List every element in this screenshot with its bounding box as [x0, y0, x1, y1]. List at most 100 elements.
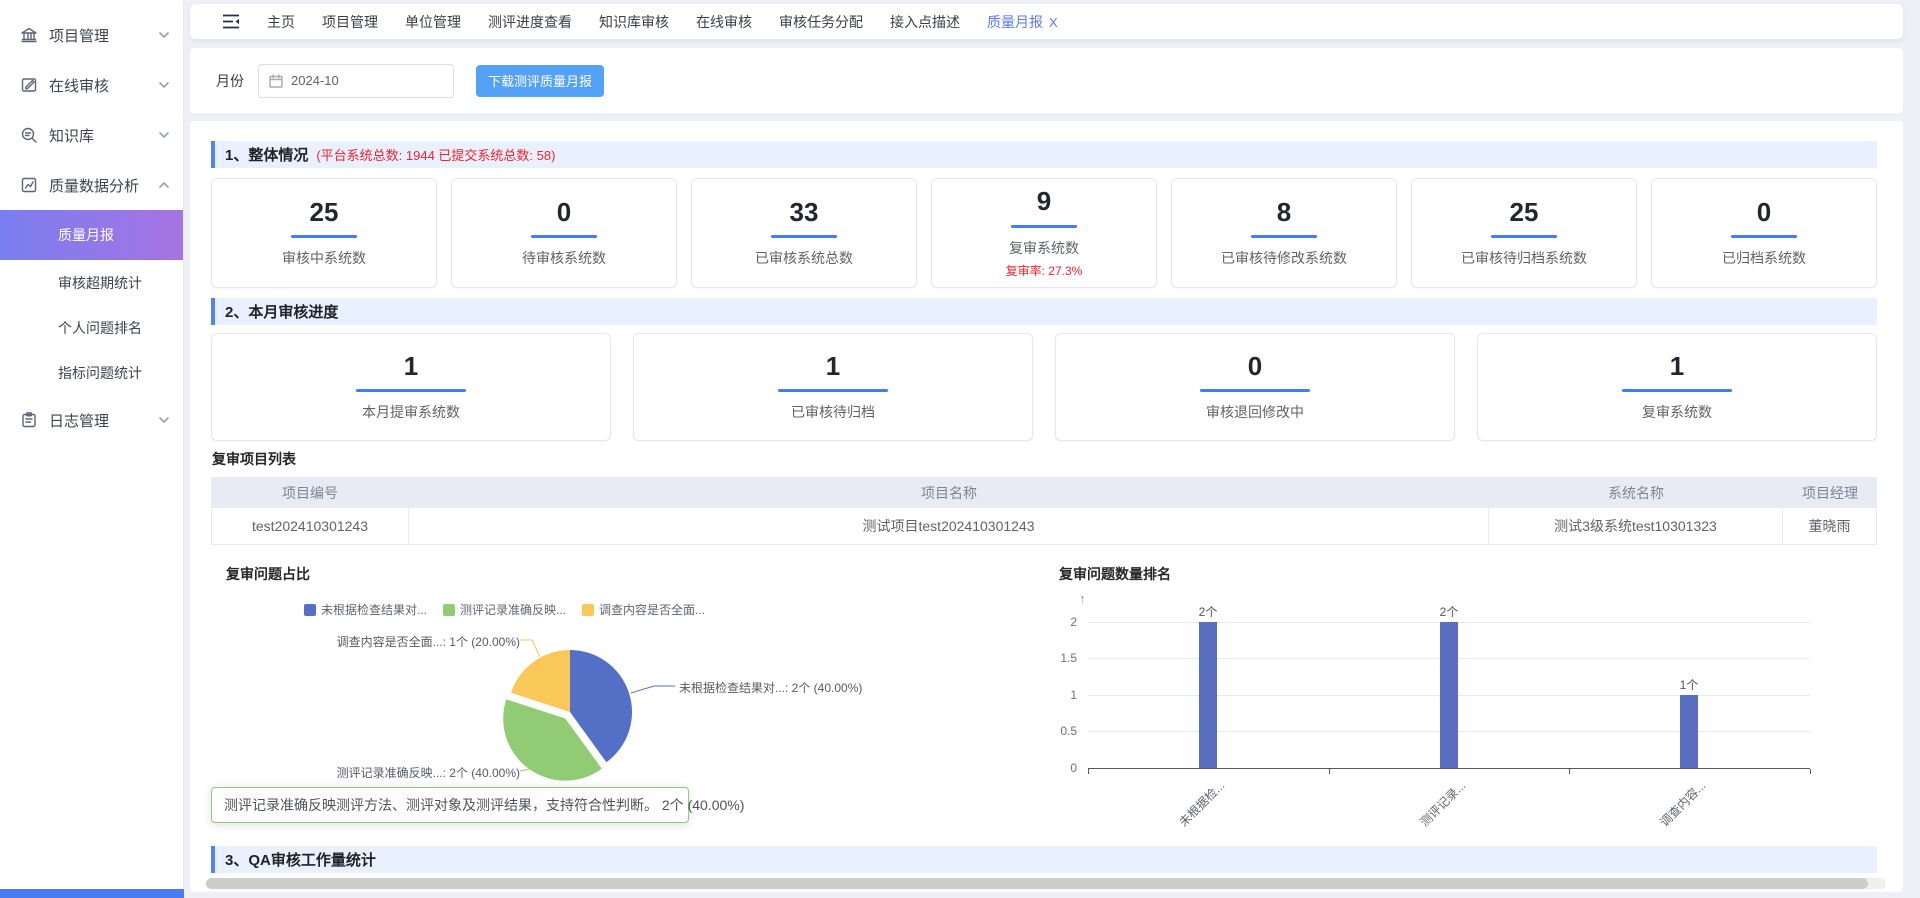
sidebar-subitem-indicator-stats[interactable]: 指标问题统计 [0, 350, 183, 395]
month-value: 2024-10 [291, 73, 339, 88]
pie-tooltip: 测评记录准确反映测评方法、测评对象及测评结果，支持符合性判断。 2个 (40.0… [211, 787, 744, 823]
pie-slice-yellow[interactable] [511, 650, 570, 712]
sidebar-item-log-management[interactable]: 日志管理 [0, 395, 183, 445]
stat-label: 已审核待归档 [791, 404, 875, 421]
bar-record[interactable] [1440, 622, 1458, 768]
pie-leader-line [520, 639, 541, 658]
pie-chart-title: 复审问题占比 [226, 566, 310, 582]
pie-callout-record: 测评记录准确反映...: 2个 (40.00%) [336, 766, 520, 780]
sidebar-item-project-management[interactable]: 项目管理 [0, 10, 183, 60]
stat-underline [778, 389, 888, 393]
section-title: 3、QA审核工作量统计 [225, 852, 376, 869]
table-header-row: 项目编号 项目名称 系统名称 项目经理 [211, 477, 1877, 508]
y-axis-arrow: ↑ [1079, 591, 1086, 606]
sidebar-item-quality-analysis[interactable]: 质量数据分析 [0, 160, 183, 210]
sidebar-subitem-label: 质量月报 [58, 227, 114, 243]
download-report-button[interactable]: 下载测评质量月报 [476, 64, 605, 97]
sidebar-menu: 项目管理 在线审核 知识库 质量数据分析 质量月报 [0, 0, 183, 445]
sidebar-item-knowledge-base[interactable]: 知识库 [0, 110, 183, 160]
tab-quality-report[interactable]: 质量月报 X [987, 13, 1058, 30]
cell-system-name: 测试3级系统test10301323 [1489, 508, 1783, 544]
search-doc-icon [21, 127, 37, 143]
stat-value: 25 [309, 196, 339, 227]
y-tick-label: 1 [1070, 688, 1077, 702]
pie-chart: 未根据检查结果对... 测评记录准确反映... 调查内容是否全面... [214, 581, 1014, 831]
sidebar-item-label: 知识库 [49, 127, 95, 145]
pie-slice-blue[interactable] [570, 650, 633, 763]
stat-card-to-modify: 8 已审核待修改系统数 [1171, 178, 1397, 288]
legend-item[interactable]: 调查内容是否全面... [582, 601, 705, 618]
chevron-down-icon [159, 417, 169, 423]
section-title: 1、整体情况 [225, 147, 309, 164]
stat-underline [1731, 235, 1797, 239]
tab-task-assignment[interactable]: 审核任务分配 [779, 13, 863, 30]
tab-bar: 主页 项目管理 单位管理 测评进度查看 知识库审核 在线审核 审核任务分配 接入… [190, 4, 1903, 39]
stat-value: 0 [556, 196, 572, 227]
sidebar-item-label: 质量数据分析 [49, 177, 140, 195]
tab-project-management[interactable]: 项目管理 [322, 13, 378, 30]
tab-knowledge-review[interactable]: 知识库审核 [599, 13, 669, 30]
sidebar-subitem-label: 审核超期统计 [58, 274, 142, 291]
sidebar-item-online-review[interactable]: 在线审核 [0, 60, 183, 110]
bar-chart: ↑ 2 1.5 1 0.5 0 2个 2个 1个 未根据检... 测评记录...… [1035, 581, 1875, 881]
tab-close-icon[interactable]: X [1049, 14, 1058, 30]
sidebar-subitem-personal-ranking[interactable]: 个人问题排名 [0, 305, 183, 350]
filter-bar: 月份 2024-10 下载测评质量月报 [190, 48, 1903, 113]
pie-svg [503, 639, 675, 781]
bar-check-result[interactable] [1199, 622, 1217, 768]
stat-underline [356, 389, 466, 393]
report-panel: 1、整体情况 (平台系统总数: 1944 已提交系统总数: 58) 25 审核中… [190, 121, 1903, 892]
tab-access-point[interactable]: 接入点描述 [890, 13, 960, 30]
legend-swatch [304, 603, 316, 616]
re-review-rate: 复审率: 27.3% [1005, 263, 1083, 278]
sidebar: 项目管理 在线审核 知识库 质量数据分析 质量月报 [0, 0, 184, 898]
bar-survey[interactable] [1680, 695, 1698, 768]
bank-icon [21, 27, 37, 43]
horizontal-scrollbar-track [206, 878, 1886, 889]
tab-online-review[interactable]: 在线审核 [696, 13, 752, 30]
review-table: 项目编号 项目名称 系统名称 项目经理 test202410301243 测试项… [211, 477, 1877, 545]
stat-underline [1011, 224, 1077, 228]
bar-value-label: 1个 [1679, 678, 1699, 692]
sidebar-item-label: 日志管理 [49, 412, 110, 430]
tab-progress-view[interactable]: 测评进度查看 [488, 13, 572, 30]
chevron-down-icon [159, 32, 169, 38]
chart-doc-icon [21, 177, 37, 193]
stat-label: 审核中系统数 [282, 250, 366, 267]
section-header-overview: 1、整体情况 (平台系统总数: 1944 已提交系统总数: 58) [211, 141, 1877, 168]
sidebar-subitem-label: 个人问题排名 [58, 319, 142, 336]
tab-unit-management[interactable]: 单位管理 [405, 13, 461, 30]
legend-label: 测评记录准确反映... [460, 603, 567, 617]
stat-label: 已审核系统总数 [755, 250, 853, 267]
pie-legend: 未根据检查结果对... 测评记录准确反映... 调查内容是否全面... [304, 601, 705, 618]
x-tick [1088, 769, 1089, 774]
pie-slice-green-selected[interactable] [503, 699, 602, 781]
horizontal-scrollbar-thumb[interactable] [206, 878, 1868, 889]
menu-fold-icon[interactable] [222, 14, 240, 29]
legend-item[interactable]: 未根据检查结果对... [304, 601, 427, 618]
month-picker-input[interactable]: 2024-10 [258, 63, 454, 98]
sidebar-horizontal-scrollbar[interactable] [0, 889, 184, 898]
sidebar-subitem-quality-report[interactable]: 质量月报 [0, 210, 183, 260]
stat-underline [771, 235, 837, 239]
stat-value: 8 [1276, 196, 1292, 227]
stat-value: 0 [1756, 196, 1772, 227]
stat-card-reviewed-total: 33 已审核系统总数 [691, 178, 917, 288]
stat-value: 33 [789, 196, 819, 227]
stat-underline [531, 235, 597, 239]
stat-value: 1 [403, 350, 419, 381]
table-row[interactable]: test202410301243 测试项目test202410301243 测试… [211, 508, 1877, 545]
month-cards-row: 1 本月提审系统数 1 已审核待归档 0 审核退回修改中 1 复审系统数 [211, 333, 1877, 441]
stat-underline [1251, 235, 1317, 239]
x-tick [1569, 769, 1570, 774]
tab-home[interactable]: 主页 [267, 13, 295, 30]
sidebar-subitem-overdue-stats[interactable]: 审核超期统计 [0, 260, 183, 305]
legend-item[interactable]: 测评记录准确反映... [443, 601, 566, 618]
table-header-project-manager: 项目经理 [1802, 484, 1858, 501]
section-header-qa-workload: 3、QA审核工作量统计 [211, 846, 1877, 873]
y-tick-label: 2 [1070, 615, 1077, 629]
sidebar-subitem-label: 指标问题统计 [58, 364, 142, 381]
pie-callout-check-result: 未根据检查结果对...: 2个 (40.00%) [679, 681, 863, 695]
x-tick [1329, 769, 1330, 774]
